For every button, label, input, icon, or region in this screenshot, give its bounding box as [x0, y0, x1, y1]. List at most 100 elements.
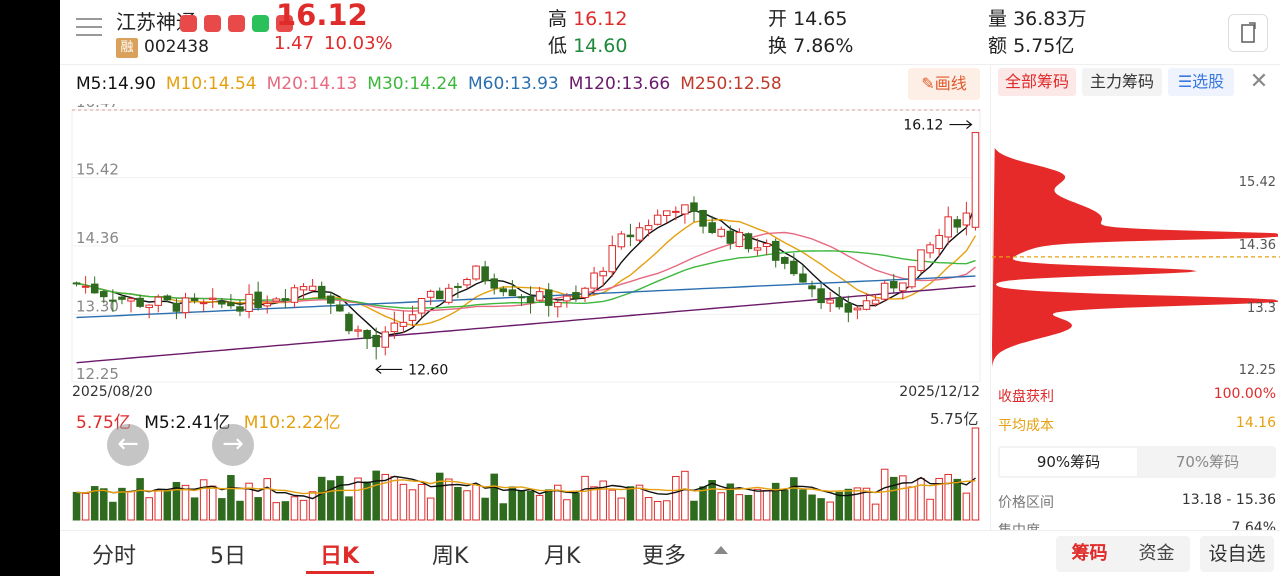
tab-monthly-k[interactable]: 月K — [544, 544, 581, 569]
candle — [354, 325, 362, 338]
candle-body — [572, 292, 580, 299]
tab-intraday[interactable]: 分时 — [92, 544, 137, 569]
chevron-up-icon[interactable] — [714, 546, 728, 554]
tab-more[interactable]: 更多 — [642, 544, 687, 569]
candle-body — [218, 301, 226, 305]
candle — [372, 327, 380, 360]
volume-bar — [681, 470, 689, 521]
close-icon[interactable]: ✕ — [1249, 69, 1269, 94]
volume-bar — [953, 478, 962, 521]
chips-tab-main[interactable]: 主力筹码 — [1082, 68, 1162, 96]
candle — [426, 289, 435, 306]
chips-segment: 90%筹码 70%筹码 — [998, 446, 1276, 478]
candle-body — [935, 234, 943, 249]
candle — [717, 226, 725, 238]
candle-body — [599, 270, 607, 277]
candle-body — [408, 314, 417, 321]
candle-body — [662, 210, 671, 216]
quote-open: 开 14.65 — [768, 4, 847, 31]
next-arrow-button[interactable]: → — [212, 424, 254, 466]
high-value: 16.12 — [573, 8, 628, 30]
amount-label: 额 — [988, 35, 1008, 57]
candle — [445, 283, 453, 305]
volume-bar — [136, 478, 144, 521]
fullscreen-button[interactable] — [1228, 14, 1268, 52]
volume-bar — [544, 489, 553, 521]
chips-area — [992, 147, 1278, 368]
candle-body — [672, 210, 680, 213]
candle — [844, 295, 853, 323]
candle-body — [653, 214, 662, 225]
tab-weekly-k[interactable]: 周K — [432, 544, 469, 569]
menu-icon[interactable] — [76, 18, 102, 38]
concentration-row: 集中度 7.64% — [998, 520, 1276, 530]
volume-bar — [145, 497, 153, 521]
add-watchlist-button[interactable]: 设自选 — [1200, 536, 1274, 572]
candle-body — [699, 209, 707, 227]
candle — [908, 266, 916, 289]
m5-line — [76, 204, 977, 337]
candle-body — [254, 291, 262, 308]
candle — [472, 265, 480, 281]
quote-volume: 量 36.83万 — [988, 4, 1086, 31]
volume-bar — [345, 496, 353, 521]
tab-5day[interactable]: 5日 — [210, 544, 246, 569]
candle — [690, 196, 698, 222]
volume-bar — [944, 473, 952, 521]
volume-bar — [735, 494, 744, 521]
candle — [336, 300, 344, 312]
candle-body — [208, 297, 217, 300]
candle — [127, 296, 135, 313]
volume-chart[interactable] — [60, 424, 982, 522]
tag-icon — [276, 15, 293, 32]
low-marker-label: 12.60 — [408, 362, 448, 378]
candle-body — [626, 234, 635, 238]
chips-toggle-button[interactable]: 筹码 — [1071, 543, 1108, 564]
ma60-label: M60:13.93 — [468, 74, 559, 94]
candle-body — [317, 285, 326, 299]
prev-arrow-button[interactable]: ← — [107, 424, 149, 466]
draw-line-button[interactable]: ✎画线 — [908, 68, 980, 100]
candle — [835, 286, 844, 310]
candle — [363, 329, 371, 350]
segment-70[interactable]: 70%筹码 — [1175, 453, 1240, 471]
volume-bar — [290, 496, 299, 521]
candle — [617, 231, 626, 250]
volume-bar — [172, 481, 181, 521]
volume-bar — [481, 497, 489, 521]
volume-bar — [744, 494, 753, 521]
volume-bar — [199, 479, 208, 521]
high-marker-label: 16.12 — [903, 118, 943, 134]
margin-badge: 融 — [116, 38, 138, 58]
candle-body — [690, 202, 698, 212]
candle — [953, 215, 962, 233]
volume-bar — [308, 491, 317, 521]
candle — [590, 266, 598, 296]
volume-bar — [154, 489, 163, 521]
current-price: 16.12 — [276, 0, 368, 32]
open-value: 14.65 — [793, 8, 848, 30]
chips-tab-all[interactable]: 全部筹码 — [998, 68, 1076, 96]
segment-90[interactable]: 90%筹码 — [1000, 448, 1137, 476]
candle — [136, 294, 144, 309]
volume-bar — [381, 473, 390, 521]
y-tick-label: 15.42 — [76, 161, 119, 179]
volume-bar — [163, 490, 172, 521]
funds-toggle-button[interactable]: 资金 — [1138, 543, 1175, 564]
candle-body — [771, 240, 780, 261]
volume-bar — [808, 494, 816, 521]
volume-bar — [563, 499, 571, 521]
stock-picker-button[interactable]: ☰选股 — [1168, 68, 1234, 96]
volume-bar — [608, 489, 617, 521]
candle-body — [544, 289, 553, 306]
volume-bar — [281, 501, 290, 521]
candle — [926, 241, 934, 259]
candle-body — [363, 329, 371, 340]
tab-daily-k[interactable]: 日K — [320, 544, 360, 569]
ma120-label: M120:13.66 — [568, 74, 671, 94]
candle-body — [100, 291, 108, 298]
candle — [554, 300, 562, 318]
volume-bar — [908, 486, 916, 521]
volume-bar — [100, 488, 108, 521]
